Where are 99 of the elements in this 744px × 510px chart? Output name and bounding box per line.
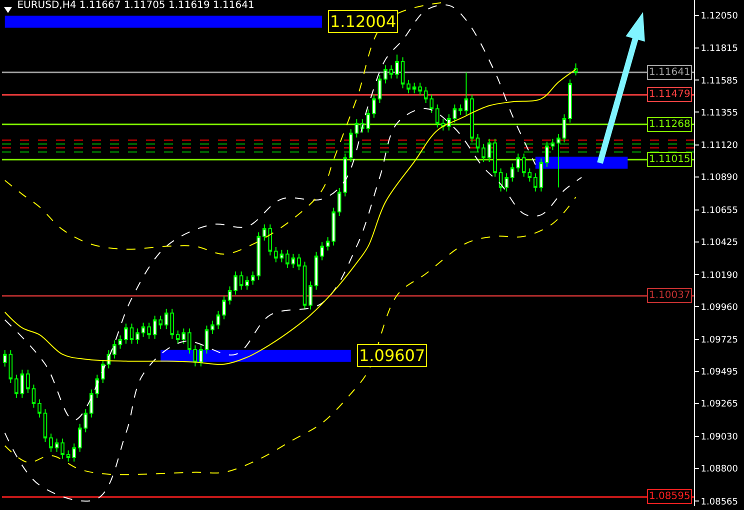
candlestick xyxy=(406,79,410,94)
candlestick xyxy=(49,433,53,452)
candlestick xyxy=(43,408,48,443)
y-tick-label: 1.08565 xyxy=(700,497,738,508)
candlestick xyxy=(389,64,394,79)
candlestick xyxy=(32,384,36,408)
candlestick xyxy=(112,340,116,360)
y-tick-label: 1.10425 xyxy=(700,238,738,248)
candlestick xyxy=(574,62,578,76)
candlestick xyxy=(504,172,508,192)
candlestick xyxy=(487,138,492,162)
candlestick xyxy=(136,328,140,344)
ref-line-label: 1.10037 xyxy=(649,290,690,301)
candlestick xyxy=(418,82,422,96)
y-tick-label: 1.11815 xyxy=(700,44,738,54)
candlestick xyxy=(188,328,192,354)
candlestick xyxy=(66,450,70,462)
y-tick-label: 1.09725 xyxy=(700,336,738,346)
candlestick xyxy=(308,280,312,310)
y-tick-label: 1.09960 xyxy=(700,302,738,313)
candlestick xyxy=(458,104,462,116)
candlestick xyxy=(568,78,572,124)
candlestick xyxy=(130,323,134,344)
y-tick-label: 1.09030 xyxy=(700,432,738,442)
candlestick xyxy=(464,72,468,116)
candlestick xyxy=(412,82,416,94)
candlestick xyxy=(210,320,214,334)
candlestick xyxy=(158,315,162,330)
candlestick xyxy=(314,251,318,290)
candlestick xyxy=(228,286,232,305)
y-tick-label: 1.10190 xyxy=(700,270,738,281)
candlestick xyxy=(332,207,336,246)
candlestick xyxy=(286,249,290,269)
candlestick xyxy=(320,242,324,261)
y-tick-label: 1.09265 xyxy=(700,400,738,410)
candlestick xyxy=(20,369,24,398)
line-series xyxy=(4,196,576,476)
ref-line-label: 1.11479 xyxy=(649,89,690,100)
candlestick xyxy=(152,315,157,340)
candlestick xyxy=(550,138,555,151)
candlestick xyxy=(539,158,544,192)
candlestick xyxy=(60,438,64,460)
candlestick xyxy=(545,141,549,168)
candlestick xyxy=(326,236,330,251)
y-tick-label: 1.11355 xyxy=(700,108,738,118)
candlestick xyxy=(245,276,249,290)
candlestick xyxy=(562,114,566,143)
candlestick xyxy=(101,360,105,384)
candlestick xyxy=(291,253,296,269)
candlestick xyxy=(452,104,457,124)
candlestick xyxy=(26,369,30,394)
candlestick xyxy=(395,54,399,79)
y-tick-label: 1.10890 xyxy=(700,173,738,184)
candlestick xyxy=(118,334,122,350)
candlestick xyxy=(38,398,42,418)
y-tick-label: 1.09495 xyxy=(700,368,738,378)
line-series xyxy=(4,2,444,255)
candlestick xyxy=(366,108,370,134)
candlestick xyxy=(204,325,209,354)
chart-title: EURUSD,H4 1.11667 1.11705 1.11619 1.11641 xyxy=(17,0,254,12)
y-tick-label: 1.11585 xyxy=(700,76,738,86)
candlestick xyxy=(302,261,307,310)
candlestick xyxy=(280,249,284,263)
candlestick xyxy=(378,74,382,104)
candlestick xyxy=(72,443,76,462)
y-tick-label: 1.12050 xyxy=(700,11,738,22)
candlestick xyxy=(482,143,486,162)
candlestick xyxy=(297,253,301,271)
candlestick xyxy=(124,323,128,344)
candlestick xyxy=(493,138,497,178)
ref-line-label: 1.11268 xyxy=(649,119,690,130)
y-tick-label: 1.11120 xyxy=(700,141,738,152)
annotation: 1.09607 xyxy=(359,346,426,365)
candlestick xyxy=(372,94,376,118)
candlestick xyxy=(14,374,18,398)
ref-line-label: 1.11641 xyxy=(649,67,690,78)
candlestick xyxy=(234,271,238,296)
candlestick xyxy=(534,172,538,192)
candlestick xyxy=(384,64,388,84)
candlestick xyxy=(193,344,198,367)
annotation: 1.12004 xyxy=(330,12,396,31)
candlestick xyxy=(54,438,59,452)
candlestick xyxy=(216,310,220,330)
ref-line-label: 1.11015 xyxy=(649,154,690,165)
candlestick xyxy=(239,271,244,290)
candlestick xyxy=(470,94,474,143)
candlestick xyxy=(141,322,146,338)
y-tick-label: 1.08800 xyxy=(700,464,738,475)
candlestick xyxy=(222,296,226,320)
candlestick xyxy=(274,246,278,263)
y-tick-label: 1.10655 xyxy=(700,206,738,216)
candlestick xyxy=(199,344,203,367)
candlestick xyxy=(447,114,451,131)
candlestick xyxy=(147,322,151,340)
ref-line-label: 1.08595 xyxy=(649,491,690,502)
candlestick xyxy=(476,133,480,153)
candlestick xyxy=(556,133,560,188)
candlestick xyxy=(400,56,405,89)
line-series xyxy=(4,68,576,365)
